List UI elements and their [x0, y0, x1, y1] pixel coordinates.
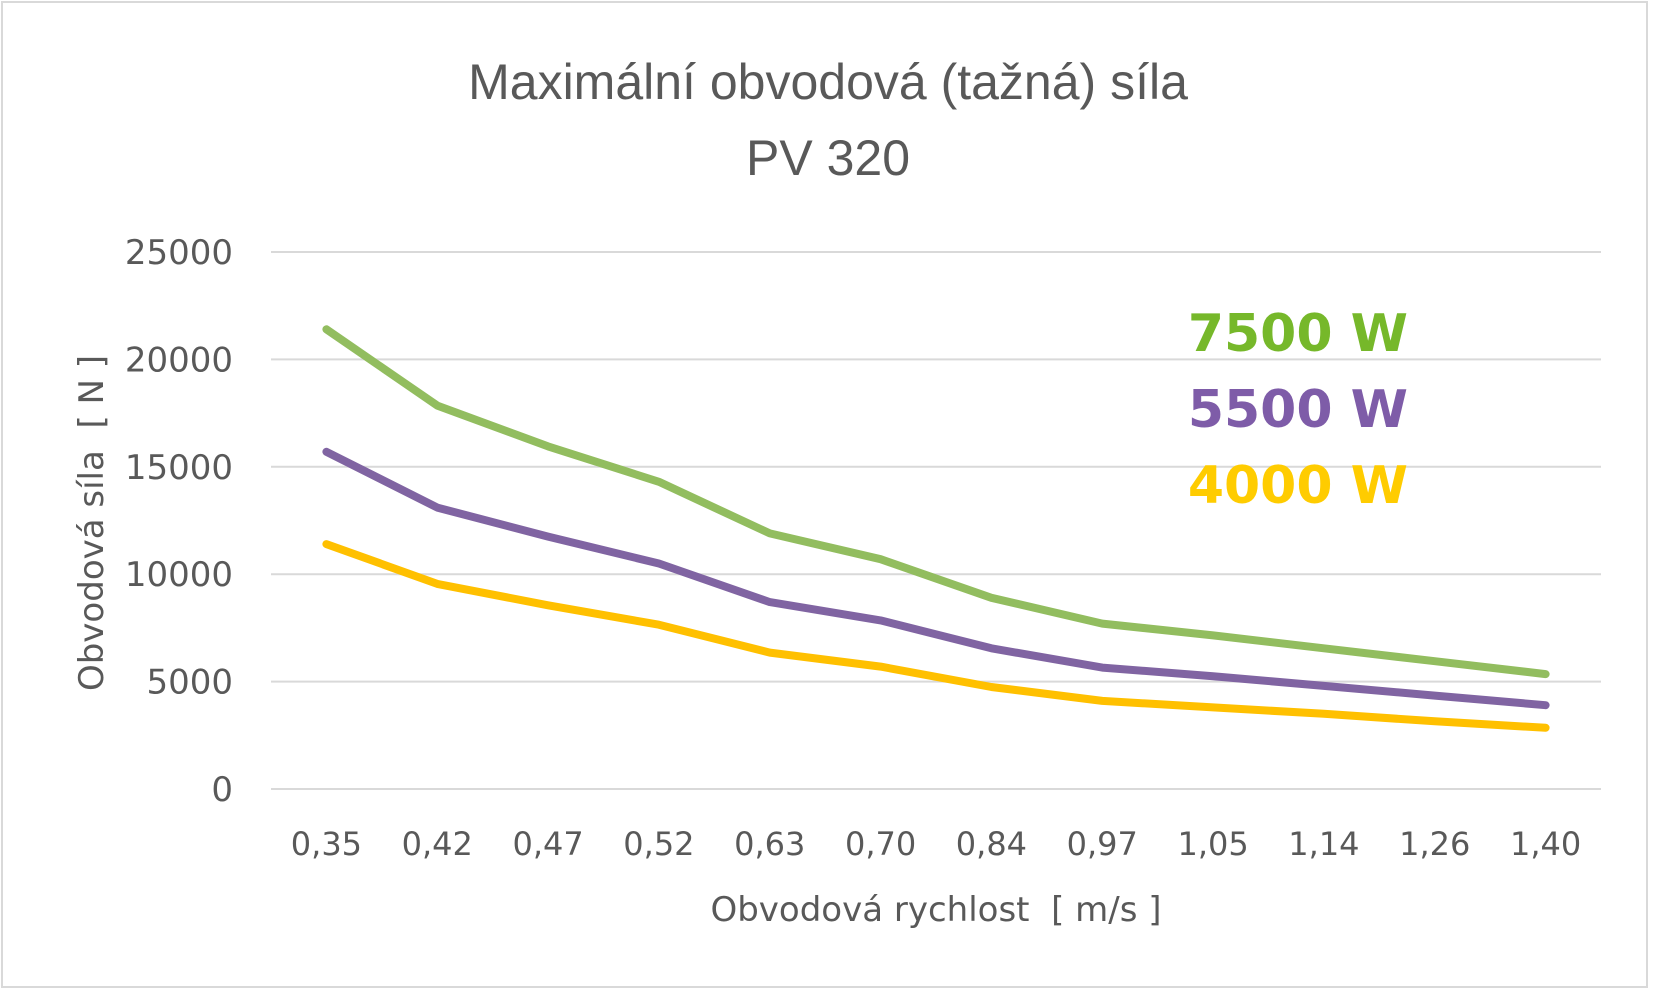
line-chart: Maximální obvodová (tažná) síla PV 320 0…	[72, 54, 1601, 930]
y-tick-label: 0	[211, 770, 233, 810]
chart-title-line1: Maximální obvodová (tažná) síla	[468, 54, 1188, 110]
x-tick-label: 0,52	[623, 825, 694, 863]
legend-entry-4000-w: 4000 W	[1188, 456, 1408, 516]
x-axis-ticks: 0,35 0,42 0,47 0,52 0,63 0,70 0,84 0,97 1,05 1,14…	[291, 825, 1581, 863]
x-tick-label: 1,05	[1177, 825, 1248, 863]
y-tick-label: 20000	[125, 340, 233, 380]
series-lines	[322, 325, 1550, 732]
x-tick-label: 0,42	[402, 825, 473, 863]
x-axis-title: Obvodová rychlost [ m/s ]	[710, 890, 1161, 930]
x-tick-label: 1,14	[1288, 825, 1359, 863]
series-line-4000-w	[322, 540, 1550, 732]
x-tick-label: 0,84	[956, 825, 1027, 863]
y-tick-label: 25000	[125, 233, 233, 273]
series-line-7500-w	[322, 325, 1550, 679]
x-tick-label: 1,26	[1399, 825, 1470, 863]
x-tick-label: 0,70	[845, 825, 916, 863]
legend-entry-5500-w: 5500 W	[1188, 380, 1408, 440]
gridlines	[271, 251, 1601, 790]
x-tick-label: 0,97	[1067, 825, 1138, 863]
y-tick-label: 5000	[146, 663, 233, 703]
x-tick-label: 0,47	[512, 825, 583, 863]
x-tick-label: 0,63	[734, 825, 805, 863]
y-tick-label: 15000	[125, 448, 233, 488]
x-tick-label: 1,40	[1510, 825, 1581, 863]
chart-title-line2: PV 320	[746, 130, 910, 186]
series-line-5500-w	[322, 447, 1550, 710]
legend-entry-7500-w: 7500 W	[1188, 304, 1408, 364]
y-axis-ticks: 0 5000 10000 15000 20000 25000	[125, 233, 233, 810]
y-tick-label: 10000	[125, 555, 233, 595]
x-tick-label: 0,35	[291, 825, 362, 863]
y-axis-title: Obvodová síla [ N ]	[72, 355, 112, 691]
legend: 7500 W 5500 W 4000 W	[1188, 304, 1408, 516]
